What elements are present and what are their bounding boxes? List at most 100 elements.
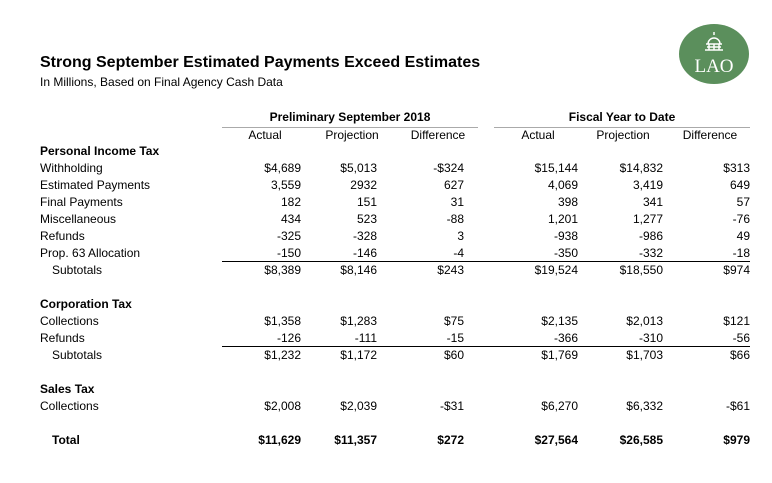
row-label: Miscellaneous: [40, 212, 117, 226]
cell-value: $2,013: [626, 314, 663, 328]
cell-value: $1,232: [264, 348, 301, 362]
column-header: Projection: [596, 128, 650, 142]
cell-value: -$324: [433, 161, 464, 175]
cell-value: 4,069: [547, 178, 578, 192]
row-label: Sales Tax: [40, 382, 95, 396]
table-row: Miscellaneous 434 523 -88 1,201 1,277 -76: [40, 211, 760, 228]
cell-value: $14,832: [619, 161, 663, 175]
cell-value: -56: [732, 331, 750, 345]
column-header: Actual: [521, 128, 555, 142]
cell-value: $11,357: [334, 433, 377, 447]
table-row: Subtotals $8,389 $8,146 $243 $19,524 $18,550 $…: [40, 262, 760, 279]
column-header: Actual: [248, 128, 282, 142]
cell-value: $2,008: [264, 399, 301, 413]
group-header-september: Preliminary September 2018: [269, 110, 431, 124]
cell-value: $19,524: [534, 263, 578, 277]
subtotal-rule: [222, 261, 750, 262]
cell-value: 2932: [350, 178, 377, 192]
cell-value: 649: [729, 178, 750, 192]
row-label: Subtotals: [52, 348, 103, 362]
row-label: Refunds: [40, 331, 85, 345]
row-label: Final Payments: [40, 195, 123, 209]
row-label: Refunds: [40, 229, 85, 243]
divider: [222, 127, 478, 128]
divider: [494, 127, 750, 128]
cell-value: 182: [280, 195, 301, 209]
subtotal-rule: [222, 346, 750, 347]
row-label: Estimated Payments: [40, 178, 151, 192]
page-title: Strong September Estimated Payments Exce…: [40, 54, 481, 71]
cell-value: -350: [553, 246, 578, 260]
cell-value: $8,146: [340, 263, 377, 277]
row-label: Total: [52, 433, 80, 447]
lao-logo: LAO: [679, 24, 749, 84]
row-label: Withholding: [40, 161, 103, 175]
cell-value: $8,389: [264, 263, 301, 277]
row-label: Subtotals: [52, 263, 103, 277]
total-row: Total $11,629 $11,357 $272 $27,564 $26,585 $97…: [40, 432, 760, 449]
cell-value: 3,419: [632, 178, 663, 192]
cell-value: 398: [557, 195, 578, 209]
table-row: Subtotals $1,232 $1,172 $60 $1,769 $1,703 $66: [40, 347, 760, 364]
cell-value: 341: [642, 195, 663, 209]
cell-value: 434: [280, 212, 301, 226]
row-label: Prop. 63 Allocation: [40, 246, 141, 260]
cell-value: 57: [736, 195, 750, 209]
row-label: Collections: [40, 399, 99, 413]
cell-value: $1,769: [541, 348, 578, 362]
cell-value: $313: [723, 161, 750, 175]
cell-value: -$61: [725, 399, 750, 413]
cell-value: -325: [276, 229, 301, 243]
cell-value: $6,270: [541, 399, 578, 413]
cell-value: $1,172: [340, 348, 377, 362]
column-header: Difference: [410, 128, 466, 142]
cell-value: -328: [352, 229, 377, 243]
cell-value: -938: [553, 229, 578, 243]
cell-value: -4: [453, 246, 464, 260]
cell-value: -986: [638, 229, 663, 243]
cell-value: 49: [736, 229, 750, 243]
cell-value: 3: [457, 229, 464, 243]
cell-value: $979: [723, 433, 750, 447]
cell-value: -366: [553, 331, 578, 345]
cell-value: -146: [352, 246, 377, 260]
cell-value: $5,013: [340, 161, 377, 175]
cell-value: 3,559: [270, 178, 301, 192]
cell-value: 627: [443, 178, 464, 192]
cell-value: $243: [437, 263, 464, 277]
cell-value: 1,277: [632, 212, 663, 226]
section-header: Personal Income Tax: [40, 143, 760, 160]
column-header: Projection: [325, 128, 379, 142]
table-row: Withholding $4,689 $5,013 -$324 $15,144 $14,8…: [40, 160, 760, 177]
cell-value: -15: [446, 331, 464, 345]
cell-value: $26,585: [619, 433, 663, 447]
cell-value: $75: [443, 314, 464, 328]
cell-value: $15,144: [534, 161, 578, 175]
cell-value: -76: [732, 212, 750, 226]
cell-value: 1,201: [547, 212, 578, 226]
column-header: Difference: [682, 128, 738, 142]
table-row: Estimated Payments 3,559 2932 627 4,069 3,419…: [40, 177, 760, 194]
cell-value: $121: [723, 314, 750, 328]
cell-value: -18: [732, 246, 750, 260]
cell-value: -310: [638, 331, 663, 345]
cell-value: -126: [276, 331, 301, 345]
cell-value: -$31: [439, 399, 464, 413]
cell-value: $6,332: [626, 399, 663, 413]
table-row: Collections $2,008 $2,039 -$31 $6,270 $6,332 -…: [40, 398, 760, 415]
cell-value: -150: [276, 246, 301, 260]
cell-value: $272: [437, 433, 464, 447]
cell-value: 151: [356, 195, 377, 209]
capitol-dome-icon: [705, 32, 723, 51]
cell-value: $1,283: [340, 314, 377, 328]
cell-value: $66: [729, 348, 750, 362]
cell-value: $18,550: [619, 263, 663, 277]
logo-text: LAO: [694, 56, 734, 77]
cell-value: $11,629: [258, 433, 301, 447]
cell-value: 523: [356, 212, 377, 226]
cell-value: -332: [638, 246, 663, 260]
cell-value: $27,564: [534, 433, 578, 447]
table-row: Refunds -325 -328 3 -938 -986 49: [40, 228, 760, 245]
row-label: Personal Income Tax: [40, 144, 160, 158]
